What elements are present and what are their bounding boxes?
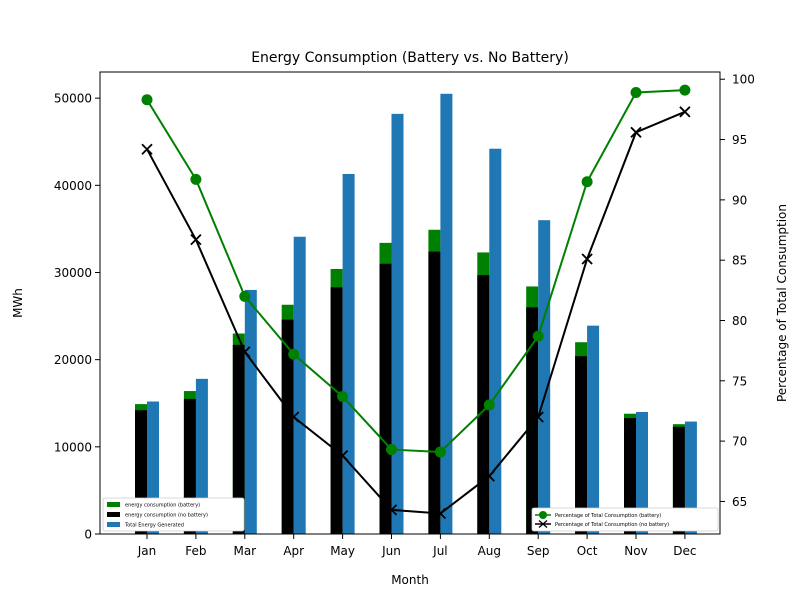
line-point [532,411,544,423]
x-tick-label: Jun [381,544,401,558]
bar [330,287,343,534]
bar [575,356,588,534]
line-point [630,87,642,99]
line-point [141,143,153,155]
bar [587,325,600,534]
legend-label: Percentage of Total Consumption (battery… [555,513,661,519]
line-point [239,346,251,358]
x-tick-label: Sep [527,544,550,558]
bar [244,289,257,534]
y-tick-label: 40000 [54,179,92,193]
x-tick-label: Aug [478,544,501,558]
y2-tick-label: 80 [732,314,747,328]
plot-frame [99,71,721,535]
y-axis-label: MWh [11,288,25,318]
bar [379,263,392,534]
y2-axis-label: Percentage of Total Consumption [775,204,789,402]
bar [195,378,208,534]
legend-label: Percentage of Total Consumption (no batt… [555,522,669,528]
legend-label: energy consumption (no battery) [125,513,208,519]
line-point [385,504,398,516]
line-point [337,390,349,402]
legend-box [102,497,245,532]
line-point [386,444,397,456]
legend-swatch [107,522,120,527]
y2-tick-label: 75 [732,374,747,388]
x-axis-label: Month [391,573,429,587]
bar [293,236,306,534]
y-tick-label: 10000 [54,440,92,454]
legend-label: energy consumption (battery) [125,503,200,509]
line-point [630,126,642,138]
y2-tick-label: 65 [732,495,747,509]
line-point [288,411,300,423]
legend-box [531,507,719,532]
line-point [239,290,251,302]
bar [636,411,648,534]
series-line [146,110,686,515]
bar [428,251,441,534]
legend-marker [538,520,548,528]
y2-tick-label: 85 [732,254,747,268]
y-tick-label: 50000 [54,92,92,106]
y-axis-ticks: 0 10000 20000 30000 40000 50000 [54,92,100,542]
bar [538,220,551,535]
x-tick-label: Jan [137,544,157,558]
bar [624,418,636,534]
y-tick-label: 0 [84,528,92,542]
bar [232,344,245,534]
bars-layer [135,93,697,535]
line-point [581,253,593,265]
bar [477,275,490,534]
line-point [483,399,495,411]
y-tick-label: 20000 [54,353,92,367]
y-tick-label: 30000 [54,266,92,280]
line-point [434,446,446,458]
x-tick-label: Mar [233,544,256,558]
y2-tick-label: 90 [732,193,747,207]
line-point [581,176,593,188]
legend-swatch [107,502,120,507]
bar [526,307,539,534]
legend-bars: energy consumption (battery) energy consu… [102,497,245,532]
line-point [532,330,544,342]
bar [489,148,502,535]
bar [342,173,355,534]
x-tick-label: Feb [185,544,206,558]
series-line [146,89,685,453]
x-tick-label: Dec [673,544,696,558]
line-point [336,449,349,462]
y2-tick-label: 95 [732,133,747,147]
x-tick-label: Nov [624,544,647,558]
x-tick-label: Oct [577,544,598,558]
lines-layer [141,84,691,520]
line-point [190,173,202,185]
line-point [434,507,447,520]
bar [672,426,685,534]
y2-axis-ticks: 65 70 75 80 85 90 95 100 [720,73,755,509]
legend-swatch [107,512,120,517]
line-point [288,348,300,360]
bar [391,113,404,535]
legend-label: Total Energy Generated [124,523,184,529]
bar [684,421,697,534]
legend-lines: Percentage of Total Consumption (battery… [531,507,719,532]
line-point [679,106,691,118]
bar [440,93,453,534]
x-axis-ticks: Jan Feb Mar Apr May Jun Jul Aug Sep Oct Nov Dec [137,534,697,558]
y2-tick-label: 100 [732,73,755,87]
chart-title: Energy Consumption (Battery vs. No Batte… [251,50,569,66]
x-tick-label: Jul [432,544,447,558]
line-point [190,234,202,246]
line-point [141,94,153,106]
x-tick-label: May [330,544,355,558]
legend-marker [539,511,547,519]
line-point [679,84,691,96]
bar [281,319,294,534]
y2-tick-label: 70 [732,435,747,449]
line-point [483,470,495,482]
x-tick-label: Apr [283,544,304,558]
